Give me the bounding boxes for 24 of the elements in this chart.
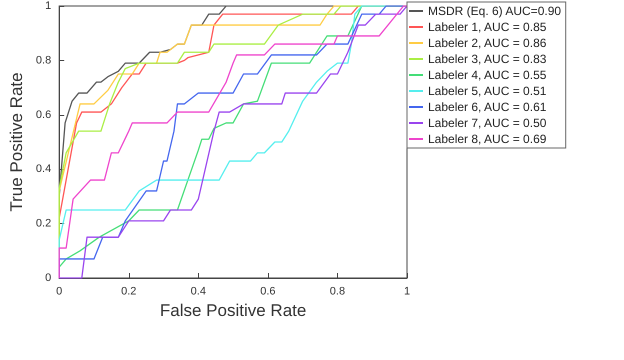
y-tick-label: 0.6 <box>36 108 52 121</box>
legend-label: Labeler 3, AUC = 0.83 <box>428 52 547 66</box>
legend-label: MSDR (Eq. 6) AUC=0.90 <box>428 4 562 18</box>
x-axis-title: False Positive Rate <box>160 300 306 320</box>
x-tick-label: 0.2 <box>121 286 136 298</box>
y-tick-label: 1 <box>45 0 52 12</box>
legend-label: Labeler 1, AUC = 0.85 <box>428 20 547 34</box>
y-tick-label: 0.2 <box>36 218 52 230</box>
legend-label: Labeler 5, AUC = 0.51 <box>428 84 547 98</box>
y-tick-label: 0 <box>45 272 52 284</box>
x-tick-label: 0.6 <box>260 286 276 298</box>
x-tick-label: 0 <box>56 286 62 298</box>
x-tick-label: 0.8 <box>330 286 346 298</box>
legend-label: Labeler 7, AUC = 0.50 <box>428 116 547 130</box>
line-series <box>58 5 408 279</box>
y-axis-title: True Positive Rate <box>7 72 26 212</box>
legend-label: Labeler 4, AUC = 0.55 <box>428 68 547 82</box>
y-tick-label: 0.4 <box>36 163 52 176</box>
legend-label: Labeler 8, AUC = 0.69 <box>428 132 547 146</box>
x-tick-label: 0.4 <box>190 286 206 298</box>
legend-label: Labeler 2, AUC = 0.86 <box>428 36 547 50</box>
legend-label: Labeler 6, AUC = 0.61 <box>428 100 547 114</box>
x-tick-label: 1 <box>404 286 410 298</box>
y-tick-label: 0.8 <box>36 54 52 66</box>
